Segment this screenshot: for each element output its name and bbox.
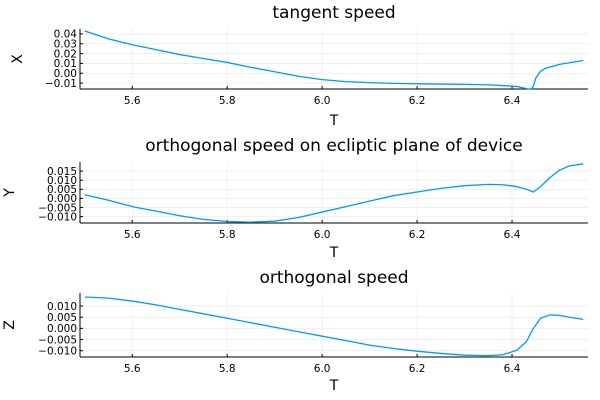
y-tick-label: 0.02: [54, 48, 77, 60]
x-tick-label: 5.6: [124, 229, 141, 241]
x-tick-label: 6.2: [409, 229, 426, 241]
x-tick-label: 6.4: [504, 229, 521, 241]
series-line: [84, 296, 584, 357]
x-tick-label: 6.2: [409, 363, 426, 375]
y-tick-label: −0.010: [38, 211, 77, 223]
chart-title: orthogonal speed on ecliptic plane of de…: [145, 136, 522, 156]
y-axis-label: X: [10, 54, 26, 64]
chart-title: orthogonal speed: [259, 268, 408, 288]
x-tick-label: 5.8: [219, 229, 236, 241]
x-axis-label: T: [329, 378, 339, 394]
y-tick-label: 0.01: [54, 58, 77, 70]
chart-panel-3: 5.6 5.8 6.0 6.2 6.4 0.0100.0050.000−0.005−0.0…: [2, 268, 588, 394]
x-tick-label: 6.0: [314, 229, 331, 241]
y-tick-label: −0.005: [38, 334, 77, 346]
x-tick-label: 6.0: [314, 363, 331, 375]
x-tick-label: 5.8: [219, 363, 236, 375]
x-tick-label: 5.6: [124, 95, 141, 107]
chart-title: tangent speed: [272, 3, 395, 23]
series-line: [84, 30, 584, 90]
series-line: [84, 163, 584, 223]
y-tick-label: −0.010: [38, 346, 77, 358]
y-tick-label: −0.005: [38, 202, 77, 214]
x-tick-label: 5.6: [124, 363, 141, 375]
y-tick-label: 0.00: [54, 68, 77, 80]
y-tick-label: 0.005: [47, 312, 77, 324]
y-axis-label: Y: [2, 188, 18, 198]
x-tick-label: 5.8: [219, 95, 236, 107]
y-tick-label: 0.04: [54, 29, 78, 41]
y-tick-label: 0.000: [47, 193, 77, 205]
y-axis-label: Z: [2, 320, 18, 330]
y-tick-label: 0.015: [47, 166, 77, 178]
y-tick-label: 0.005: [47, 184, 77, 196]
x-axis-label: T: [329, 113, 339, 129]
y-tick-label: 0.010: [47, 175, 77, 187]
x-tick-label: 6.0: [314, 95, 331, 107]
y-tick-label: −0.01: [45, 78, 77, 90]
x-tick-label: 6.4: [504, 95, 521, 107]
y-tick-label: 0.000: [47, 323, 77, 335]
x-tick-label: 6.4: [504, 363, 521, 375]
x-axis-label: T: [329, 245, 339, 261]
y-tick-label: 0.03: [54, 39, 77, 51]
y-tick-label: 0.010: [47, 301, 77, 313]
chart-panel-1: 5.6 5.8 6.0 6.2 6.4 0.040.030.020.010.00−0.01…: [10, 3, 588, 129]
chart-panel-2: 5.6 5.8 6.0 6.2 6.4 0.0150.0100.0050.000−0.00…: [2, 136, 588, 261]
x-tick-label: 6.2: [409, 95, 426, 107]
